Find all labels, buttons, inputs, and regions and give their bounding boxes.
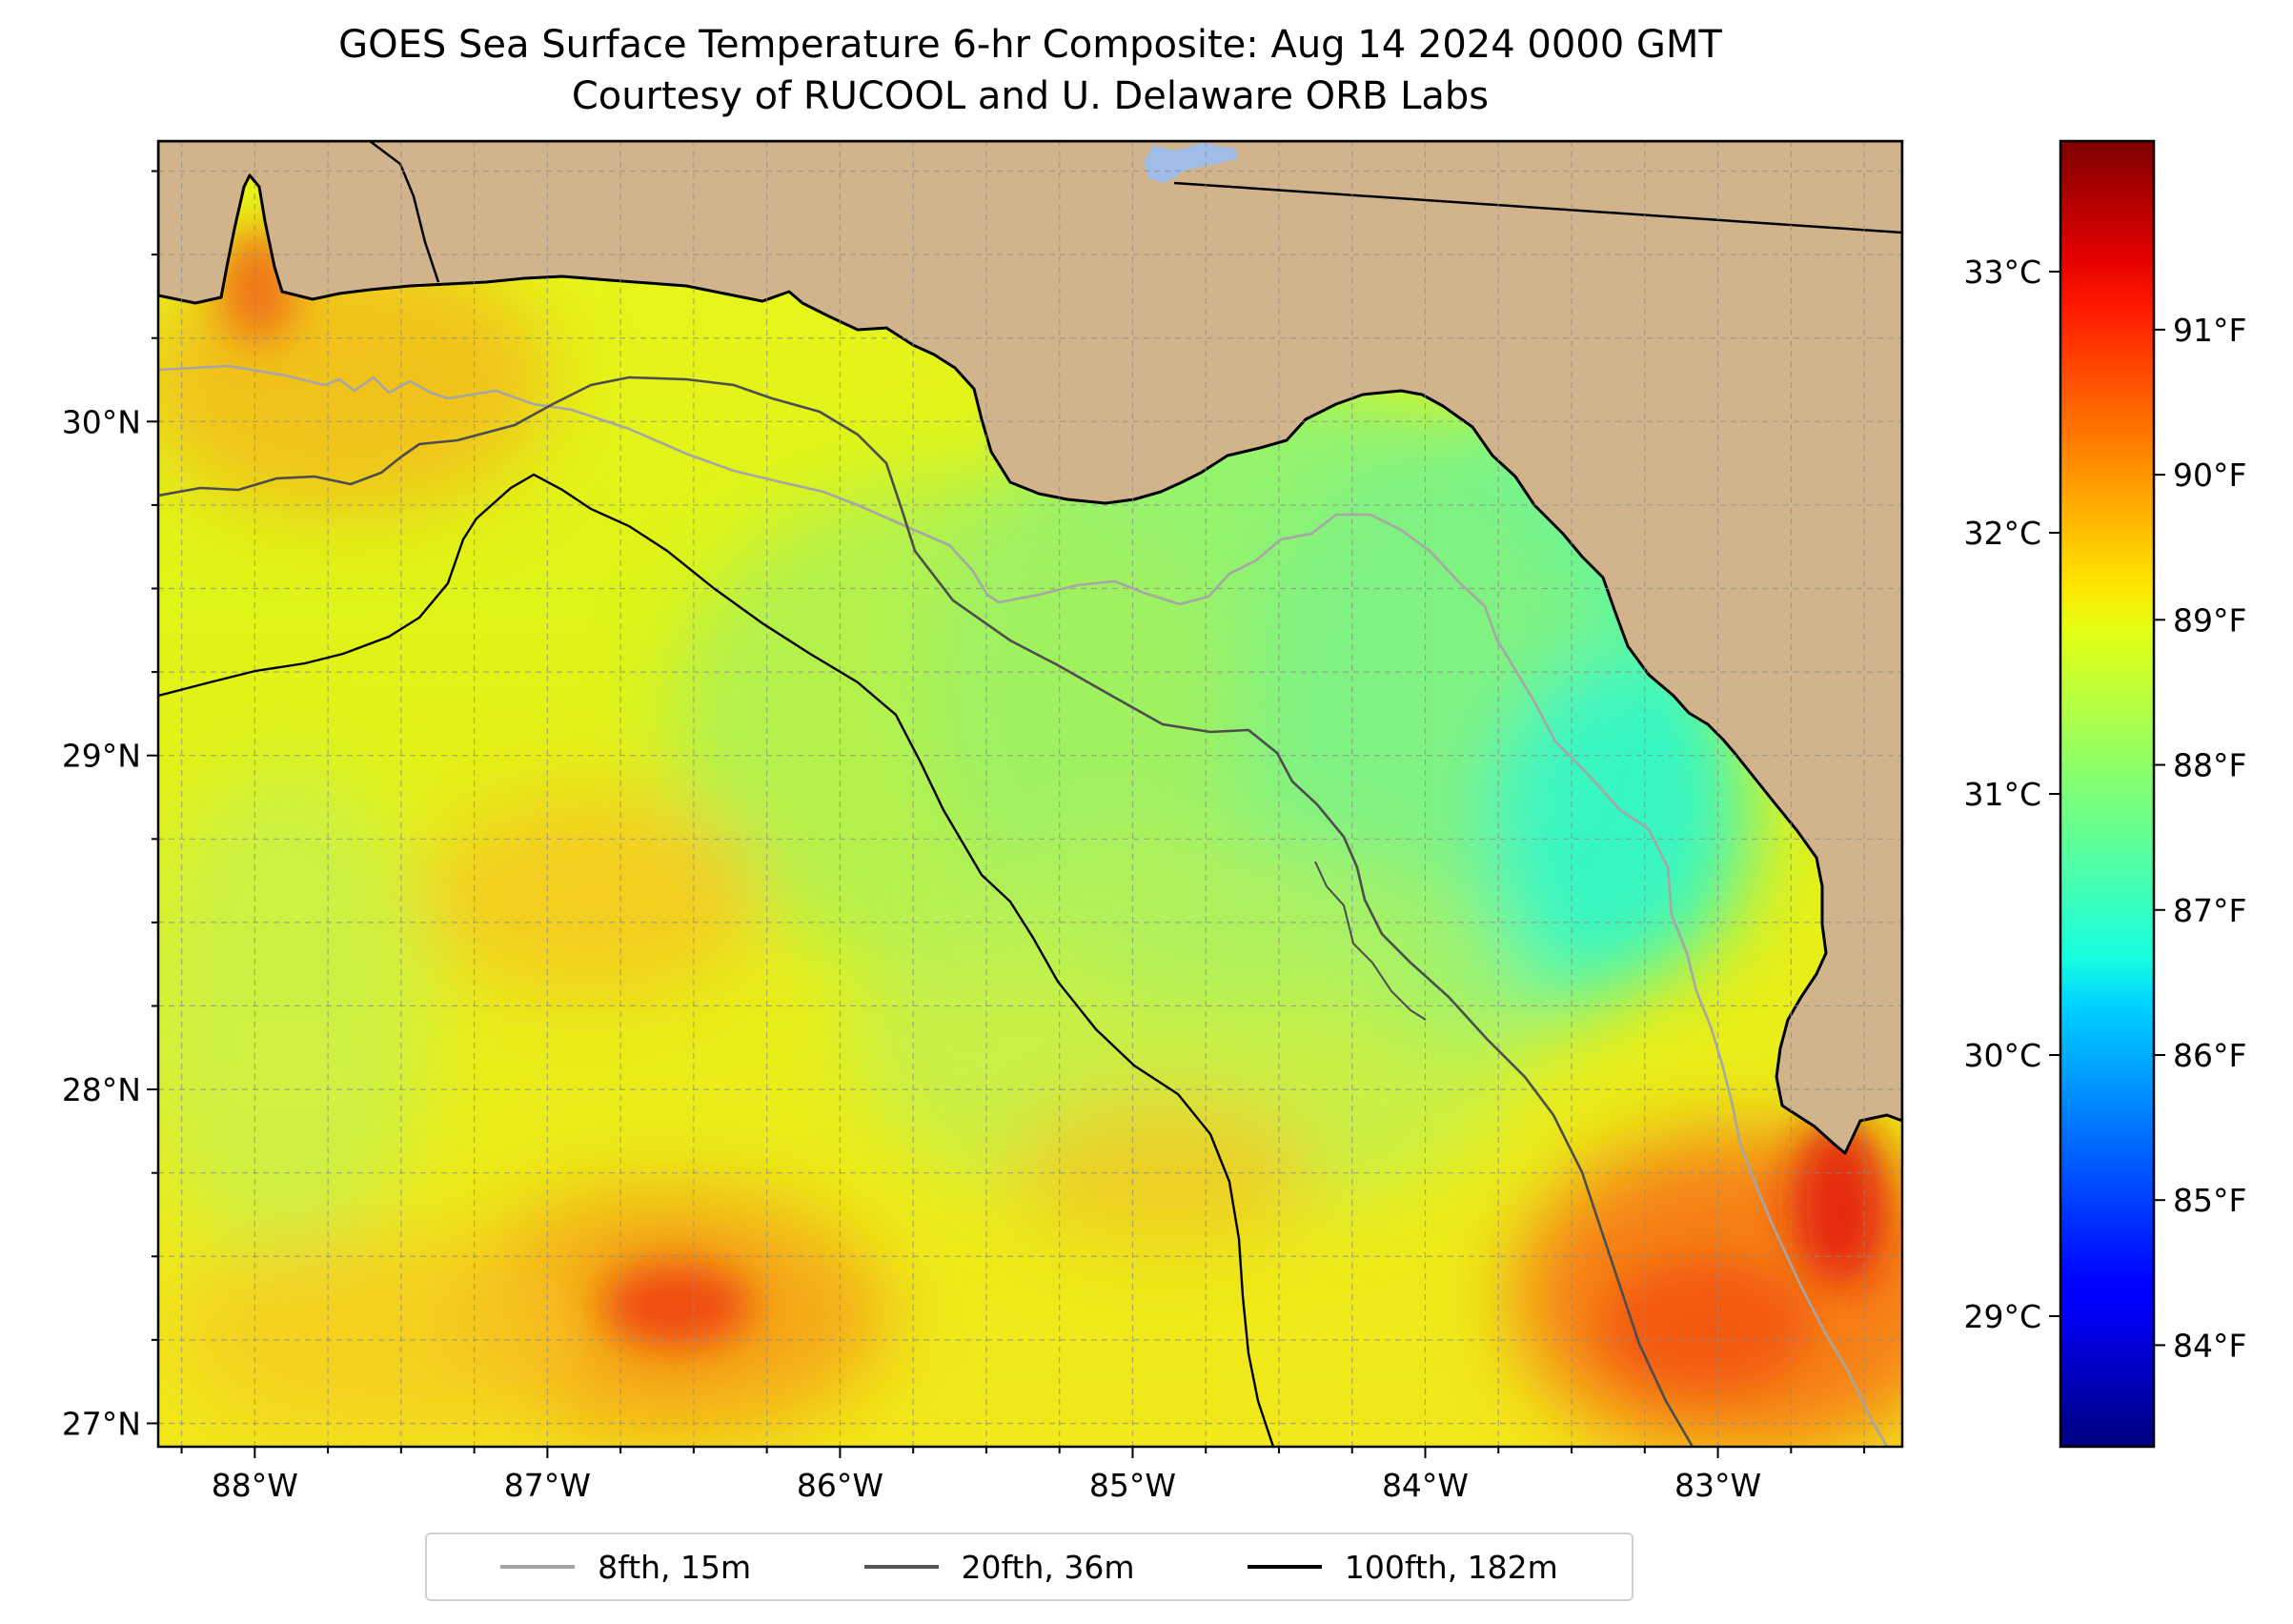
y-tick-label: 30°N xyxy=(62,403,141,440)
x-tick-label: 86°W xyxy=(797,1467,883,1504)
axis-ticks: 88°W 87°W 86°W 85°W 84°W 83°W 27°N 28°N 29°N 30°N xyxy=(62,170,1866,1504)
chart-title: GOES Sea Surface Temperature 6-hr Compos… xyxy=(338,23,1722,67)
isobath-detail xyxy=(1314,861,1427,1021)
land-mass xyxy=(158,141,1902,1155)
sst-map: 88°W 87°W 86°W 85°W 84°W 83°W 27°N 28°N 29°N 30°N xyxy=(62,139,1904,1504)
legend-label: 100fth, 182m xyxy=(1344,1548,1558,1586)
legend-label: 20fth, 36m xyxy=(961,1548,1135,1586)
y-tick-label: 27°N xyxy=(62,1405,141,1442)
sst-anomalies xyxy=(158,248,1902,1447)
y-tick-label: 28°N xyxy=(62,1071,141,1108)
x-tick-label: 85°W xyxy=(1089,1467,1176,1504)
y-tick-label: 29°N xyxy=(62,738,141,775)
state-boundary-line xyxy=(1173,181,1902,234)
isobath-8fth xyxy=(158,364,1889,1447)
x-tick-label: 88°W xyxy=(212,1467,298,1504)
x-tick-label: 83°W xyxy=(1674,1467,1761,1504)
isobath-100fth xyxy=(158,473,1275,1447)
lake xyxy=(1144,143,1239,183)
legend-swatch xyxy=(500,1565,576,1569)
legend-item-8fth: 8fth, 15m xyxy=(500,1549,751,1586)
state-boundary-line xyxy=(369,141,440,283)
isobath-legend: 8fth, 15m 20fth, 36m 100fth, 182m xyxy=(425,1533,1634,1601)
x-tick-label: 87°W xyxy=(504,1467,591,1504)
sst-hotspots xyxy=(219,229,1887,1391)
legend-swatch xyxy=(863,1565,939,1569)
x-tick-label: 84°W xyxy=(1382,1467,1469,1504)
chart-subtitle: Courtesy of RUCOOL and U. Delaware ORB L… xyxy=(571,74,1490,118)
legend-item-100fth: 100fth, 182m xyxy=(1247,1548,1558,1586)
legend-item-20fth: 20fth, 36m xyxy=(863,1548,1135,1586)
map-frame xyxy=(156,139,1904,1449)
legend-swatch xyxy=(1247,1565,1322,1569)
graticule xyxy=(158,141,1902,1447)
legend-label: 8fth, 15m xyxy=(598,1548,752,1586)
isobath-20fth xyxy=(158,376,1694,1447)
